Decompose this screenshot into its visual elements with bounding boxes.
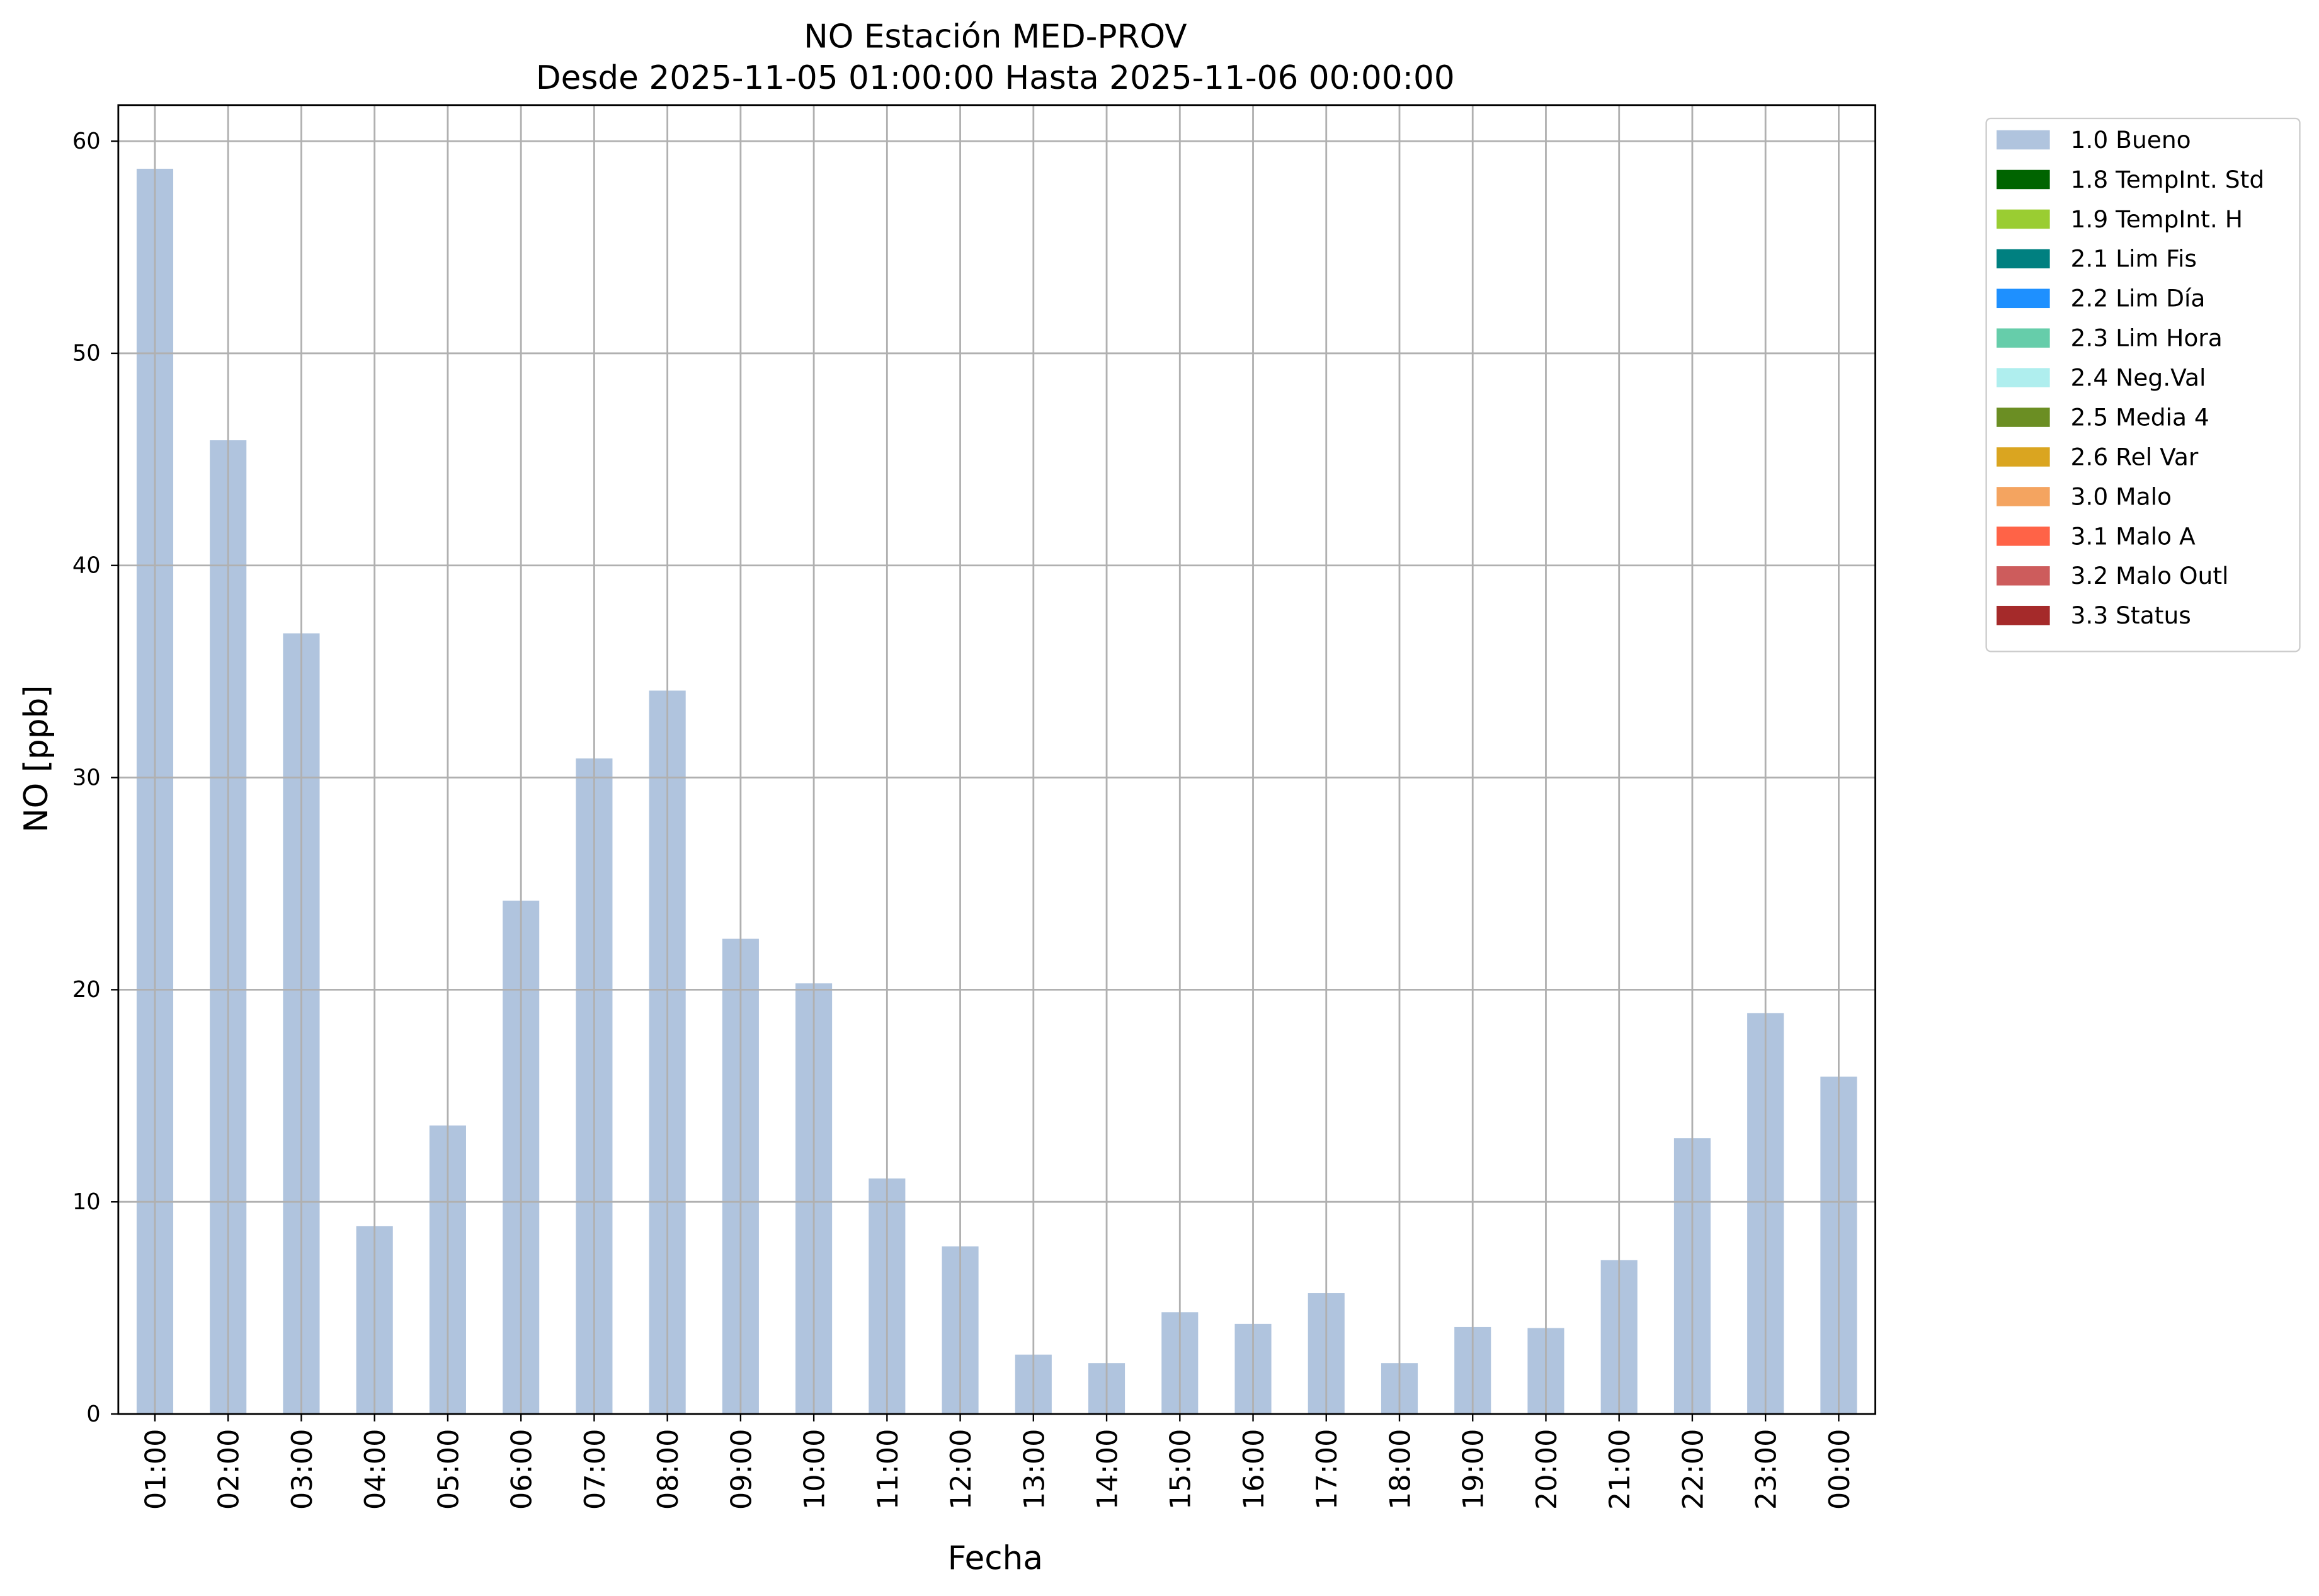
x-tick-label: 01:00 <box>139 1429 172 1510</box>
legend-label: 3.1 Malo A <box>2071 522 2196 550</box>
x-tick-label: 19:00 <box>1457 1429 1490 1510</box>
y-tick-label: 30 <box>72 765 101 790</box>
legend-label: 3.3 Status <box>2071 601 2191 629</box>
legend-label: 1.9 TempInt. H <box>2071 205 2243 233</box>
x-tick-label: 17:00 <box>1311 1429 1343 1510</box>
y-tick-label: 60 <box>72 128 101 154</box>
y-tick-label: 50 <box>72 341 101 367</box>
y-axis-label: NO [ppb] <box>18 685 55 833</box>
legend-swatch <box>1997 527 2050 546</box>
x-tick-label: 09:00 <box>725 1429 758 1510</box>
legend-label: 2.1 Lim Fis <box>2071 245 2197 273</box>
legend-label: 3.2 Malo Outl <box>2071 562 2229 590</box>
y-tick-label: 0 <box>86 1401 100 1427</box>
legend-swatch <box>1997 249 2050 269</box>
legend-label: 2.5 Media 4 <box>2071 403 2209 431</box>
x-tick-label: 11:00 <box>872 1429 904 1510</box>
legend-swatch <box>1997 130 2050 150</box>
x-tick-label: 21:00 <box>1604 1429 1636 1510</box>
x-tick-label: 12:00 <box>945 1429 977 1510</box>
x-tick-label: 16:00 <box>1238 1429 1270 1510</box>
legend-swatch <box>1997 328 2050 348</box>
x-tick-label: 00:00 <box>1823 1429 1856 1510</box>
x-tick-label: 20:00 <box>1530 1429 1563 1510</box>
y-tick-label: 20 <box>72 977 101 1003</box>
legend-label: 1.0 Bueno <box>2071 126 2191 154</box>
x-tick-label: 02:00 <box>213 1429 246 1510</box>
legend-label: 2.4 Neg.Val <box>2071 364 2206 392</box>
x-tick-label: 10:00 <box>799 1429 831 1510</box>
chart-subtitle: Desde 2025-11-05 01:00:00 Hasta 2025-11-… <box>536 59 1455 97</box>
legend-swatch <box>1997 447 2050 467</box>
x-tick-label: 22:00 <box>1677 1429 1709 1510</box>
x-tick-label: 06:00 <box>506 1429 538 1510</box>
x-tick-label: 14:00 <box>1091 1429 1124 1510</box>
x-tick-label: 08:00 <box>652 1429 685 1510</box>
legend-frame <box>1985 117 2301 653</box>
legend-label: 2.2 Lim Día <box>2071 285 2206 312</box>
legend-label: 2.6 Rel Var <box>2071 443 2199 470</box>
x-tick-label: 13:00 <box>1018 1429 1051 1510</box>
legend-swatch <box>1997 408 2050 427</box>
legend-swatch <box>1997 605 2050 625</box>
x-tick-label: 18:00 <box>1384 1429 1416 1510</box>
y-tick-label: 10 <box>72 1189 101 1215</box>
x-tick-label: 04:00 <box>359 1429 392 1510</box>
legend-swatch <box>1997 209 2050 229</box>
legend-label: 3.0 Malo <box>2071 482 2172 510</box>
legend: 1.0 Bueno 1.8 TempInt. Std 1.9 TempInt. H 2… <box>1985 117 2301 653</box>
legend-swatch <box>1997 169 2050 190</box>
chart-title: NO Estación MED-PROV <box>804 18 1187 55</box>
legend-label: 1.8 TempInt. Std <box>2071 166 2265 193</box>
x-tick-label: 15:00 <box>1165 1429 1197 1510</box>
x-tick-label: 03:00 <box>286 1429 319 1510</box>
legend-swatch <box>1997 288 2050 309</box>
y-tick-label: 40 <box>72 552 101 578</box>
plot-frame <box>117 104 1876 1415</box>
x-axis-label: Fecha <box>948 1540 1043 1578</box>
x-tick-label: 23:00 <box>1750 1429 1783 1510</box>
legend-swatch <box>1997 566 2050 586</box>
legend-label: 2.3 Lim Hora <box>2071 324 2223 352</box>
legend-swatch <box>1997 487 2050 506</box>
x-tick-label: 07:00 <box>579 1429 612 1510</box>
x-tick-label: 05:00 <box>432 1429 465 1510</box>
legend-swatch <box>1997 368 2050 387</box>
